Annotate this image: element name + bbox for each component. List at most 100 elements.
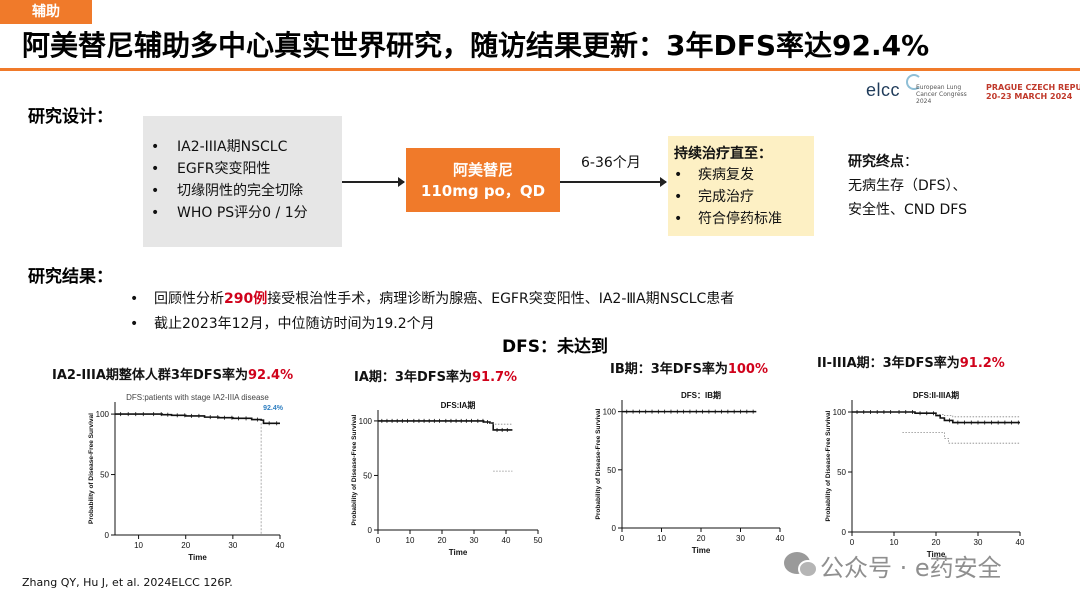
chart-heading-ii-iiia: II-IIIA期：3年DFS率为91.2% bbox=[817, 352, 1005, 371]
x-tick-label: 20 bbox=[181, 541, 190, 550]
continue-item: 完成治疗 bbox=[674, 186, 814, 208]
x-axis-label: Time bbox=[188, 553, 207, 562]
chart-heading-text: IA2-IIIA期整体人群3年DFS率为 bbox=[52, 368, 248, 383]
endpoint-line: 安全性、CND DFS bbox=[848, 202, 967, 218]
x-axis-label: Time bbox=[449, 548, 468, 557]
x-tick-label: 10 bbox=[406, 536, 415, 545]
x-tick-label: 30 bbox=[228, 541, 237, 550]
survival-curve bbox=[852, 411, 1020, 424]
chart-title: DFS:II-IIIA期 bbox=[913, 390, 959, 400]
chart-heading-text: IB期：3年DFS率为 bbox=[610, 362, 728, 377]
watermark-text: 公众号 · e药安全 bbox=[820, 554, 1002, 582]
criteria-item: WHO PS评分0 / 1分 bbox=[151, 202, 342, 224]
results-list: 回顾性分析290例接受根治性手术，病理诊断为腺癌、EGFR突变阳性、IA2-ⅢA… bbox=[130, 287, 734, 337]
results-text: 接受根治性手术，病理诊断为腺癌、EGFR突变阳性、IA2-ⅢA期NSCLC患者 bbox=[267, 291, 735, 307]
y-tick-label: 0 bbox=[842, 528, 847, 537]
treatment-box: 阿美替尼 110mg po，QD bbox=[406, 148, 560, 212]
y-tick-label: 0 bbox=[612, 524, 617, 533]
congress-city: PRAGUE CZECH REPUBLIC bbox=[986, 83, 1080, 92]
y-tick-label: 100 bbox=[359, 417, 373, 426]
study-endpoints: 研究终点： 无病生存（DFS）、 安全性、CND DFS bbox=[848, 150, 967, 222]
x-tick-label: 20 bbox=[697, 534, 706, 543]
x-tick-label: 30 bbox=[974, 538, 983, 547]
section-tag: 辅助 bbox=[0, 0, 92, 24]
results-item: 截止2023年12月，中位随访时间为19.2个月 bbox=[130, 312, 734, 337]
chart-title: DFS:patients with stage IA2-IIIA disease bbox=[126, 393, 269, 402]
endpoint-colon: ： bbox=[904, 154, 918, 170]
y-axis-label: Probability of Disease-Free Survival bbox=[595, 408, 602, 519]
chart-title: DFS:IA期 bbox=[441, 400, 476, 410]
wechat-icon bbox=[784, 552, 818, 578]
elcc-logo-subtitle: European Lung Cancer Congress 2024 bbox=[916, 84, 967, 105]
continue-item: 疾病复发 bbox=[674, 164, 814, 186]
title-underline bbox=[0, 68, 1080, 71]
x-tick-label: 20 bbox=[932, 538, 941, 547]
design-heading: 研究设计： bbox=[28, 107, 113, 127]
flow-arrow bbox=[342, 177, 405, 187]
congress-dates: 20-23 MARCH 2024 bbox=[986, 92, 1073, 101]
survival-curve bbox=[378, 420, 513, 431]
x-tick-label: 40 bbox=[776, 534, 785, 543]
chart-heading-value: 100% bbox=[727, 362, 768, 377]
y-tick-label: 50 bbox=[607, 466, 616, 475]
x-tick-label: 0 bbox=[376, 536, 381, 545]
inclusion-criteria-box: IA2-IIIA期NSCLC EGFR突变阳性 切缘阴性的完全切除 WHO PS… bbox=[143, 116, 342, 247]
criteria-item: IA2-IIIA期NSCLC bbox=[151, 136, 342, 158]
km-chart-overall: 10 20 30 40 0 50 100 Time Probability of Disease… bbox=[88, 393, 285, 562]
chart-heading-overall: IA2-IIIA期整体人群3年DFS率为92.4% bbox=[52, 364, 293, 383]
chart-heading-value: 91.2% bbox=[959, 356, 1005, 371]
x-tick-label: 0 bbox=[620, 534, 625, 543]
reference: Zhang QY, Hu J, et al. 2024ELCC 126P. bbox=[22, 576, 233, 589]
drug-dose: 110mg po，QD bbox=[420, 182, 546, 200]
treatment-duration: 6-36个月 bbox=[581, 155, 641, 171]
elcc-swirl-icon bbox=[906, 74, 922, 90]
x-axis-label: Time bbox=[927, 550, 946, 559]
y-axis-label: Probability of Disease-Free Survival bbox=[351, 414, 358, 525]
x-tick-label: 50 bbox=[534, 536, 543, 545]
congress-location: PRAGUE CZECH REPUBLIC 20-23 MARCH 2024 bbox=[986, 83, 1080, 101]
y-tick-label: 0 bbox=[368, 526, 373, 535]
km-chart-ii-iiia: 0 10 20 30 40 0 50 100 Time Probability of Diseas… bbox=[825, 390, 1025, 559]
endpoint-line: 无病生存（DFS）、 bbox=[848, 178, 967, 194]
y-tick-label: 50 bbox=[363, 471, 372, 480]
y-tick-label: 0 bbox=[105, 531, 110, 540]
chart-heading-text: IA期：3年DFS率为 bbox=[354, 370, 472, 385]
patient-count: 290例 bbox=[224, 291, 268, 307]
x-tick-label: 40 bbox=[502, 536, 511, 545]
results-text: 回顾性分析 bbox=[154, 291, 224, 307]
y-tick-label: 50 bbox=[100, 471, 109, 480]
results-item: 回顾性分析290例接受根治性手术，病理诊断为腺癌、EGFR突变阳性、IA2-ⅢA… bbox=[130, 287, 734, 312]
x-tick-label: 40 bbox=[1016, 538, 1025, 547]
x-tick-label: 0 bbox=[850, 538, 855, 547]
y-tick-label: 50 bbox=[837, 468, 846, 477]
chart-title: DFS：IB期 bbox=[681, 390, 721, 400]
confidence-band bbox=[936, 414, 1020, 418]
drug-name: 阿美替尼 bbox=[452, 161, 513, 179]
y-tick-label: 100 bbox=[96, 410, 110, 419]
endpoint-heading: 研究终点 bbox=[848, 154, 904, 170]
continue-treatment-box: 持续治疗直至： 疾病复发 完成治疗 符合停药标准 bbox=[668, 136, 814, 236]
x-tick-label: 20 bbox=[438, 536, 447, 545]
watermark: 公众号 · e药安全 bbox=[784, 548, 1054, 582]
x-tick-label: 40 bbox=[276, 541, 285, 550]
elcc-logo-word: elcc bbox=[866, 80, 901, 100]
y-axis-label: Probability of Disease-Free Survival bbox=[88, 413, 95, 524]
confidence-band bbox=[490, 422, 513, 425]
y-tick-label: 100 bbox=[833, 408, 847, 417]
chart-heading-ib: IB期：3年DFS率为100% bbox=[610, 358, 768, 377]
chart-heading-value: 91.7% bbox=[471, 370, 518, 385]
x-tick-label: 10 bbox=[890, 538, 899, 547]
x-axis-label: Time bbox=[692, 546, 711, 555]
confidence-band bbox=[902, 432, 1020, 444]
continue-heading: 持续治疗直至： bbox=[674, 146, 772, 162]
chart-heading-value: 92.4% bbox=[248, 368, 294, 383]
survival-curve bbox=[115, 413, 280, 425]
y-axis-label: Probability of Disease-Free Survival bbox=[825, 410, 832, 521]
criteria-item: 切缘阴性的完全切除 bbox=[151, 180, 342, 202]
dfs-summary: DFS：未达到 bbox=[502, 337, 608, 357]
annotation-label: 92.4% bbox=[263, 405, 284, 412]
x-tick-label: 30 bbox=[736, 534, 745, 543]
km-chart-ib: 0 10 20 30 40 0 50 100 Time Probability of Diseas… bbox=[595, 390, 785, 555]
flow-arrow bbox=[560, 177, 667, 187]
continue-item: 符合停药标准 bbox=[674, 208, 814, 230]
